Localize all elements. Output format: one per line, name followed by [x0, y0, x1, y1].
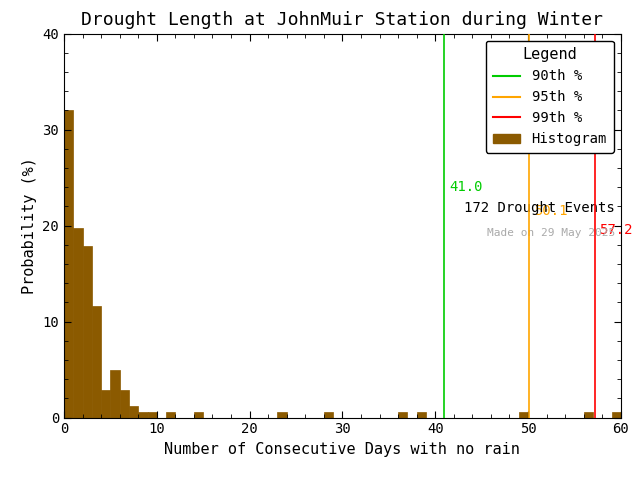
Text: 50.1: 50.1 — [534, 204, 567, 218]
Bar — [120, 390, 129, 418]
Bar — [83, 246, 92, 418]
X-axis label: Number of Consecutive Days with no rain: Number of Consecutive Days with no rain — [164, 442, 520, 457]
Text: 41.0: 41.0 — [449, 180, 483, 194]
Bar — [166, 412, 175, 418]
Bar — [194, 412, 204, 418]
Bar — [147, 412, 157, 418]
Bar — [64, 110, 73, 418]
Text: 172 Drought Events: 172 Drought Events — [465, 201, 615, 215]
Bar — [612, 412, 621, 418]
Y-axis label: Probability (%): Probability (%) — [22, 157, 37, 294]
Bar — [584, 412, 593, 418]
Bar — [73, 228, 83, 418]
Bar — [417, 412, 426, 418]
Text: 57.2: 57.2 — [600, 223, 633, 238]
Bar — [92, 306, 101, 418]
Bar — [519, 412, 528, 418]
Bar — [138, 412, 148, 418]
Text: Made on 29 May 2025: Made on 29 May 2025 — [487, 228, 615, 238]
Legend: 90th %, 95th %, 99th %, Histogram: 90th %, 95th %, 99th %, Histogram — [486, 40, 614, 153]
Title: Drought Length at JohnMuir Station during Winter: Drought Length at JohnMuir Station durin… — [81, 11, 604, 29]
Bar — [111, 370, 120, 418]
Bar — [129, 406, 138, 418]
Bar — [324, 412, 333, 418]
Bar — [398, 412, 407, 418]
Bar — [101, 390, 111, 418]
Bar — [278, 412, 287, 418]
